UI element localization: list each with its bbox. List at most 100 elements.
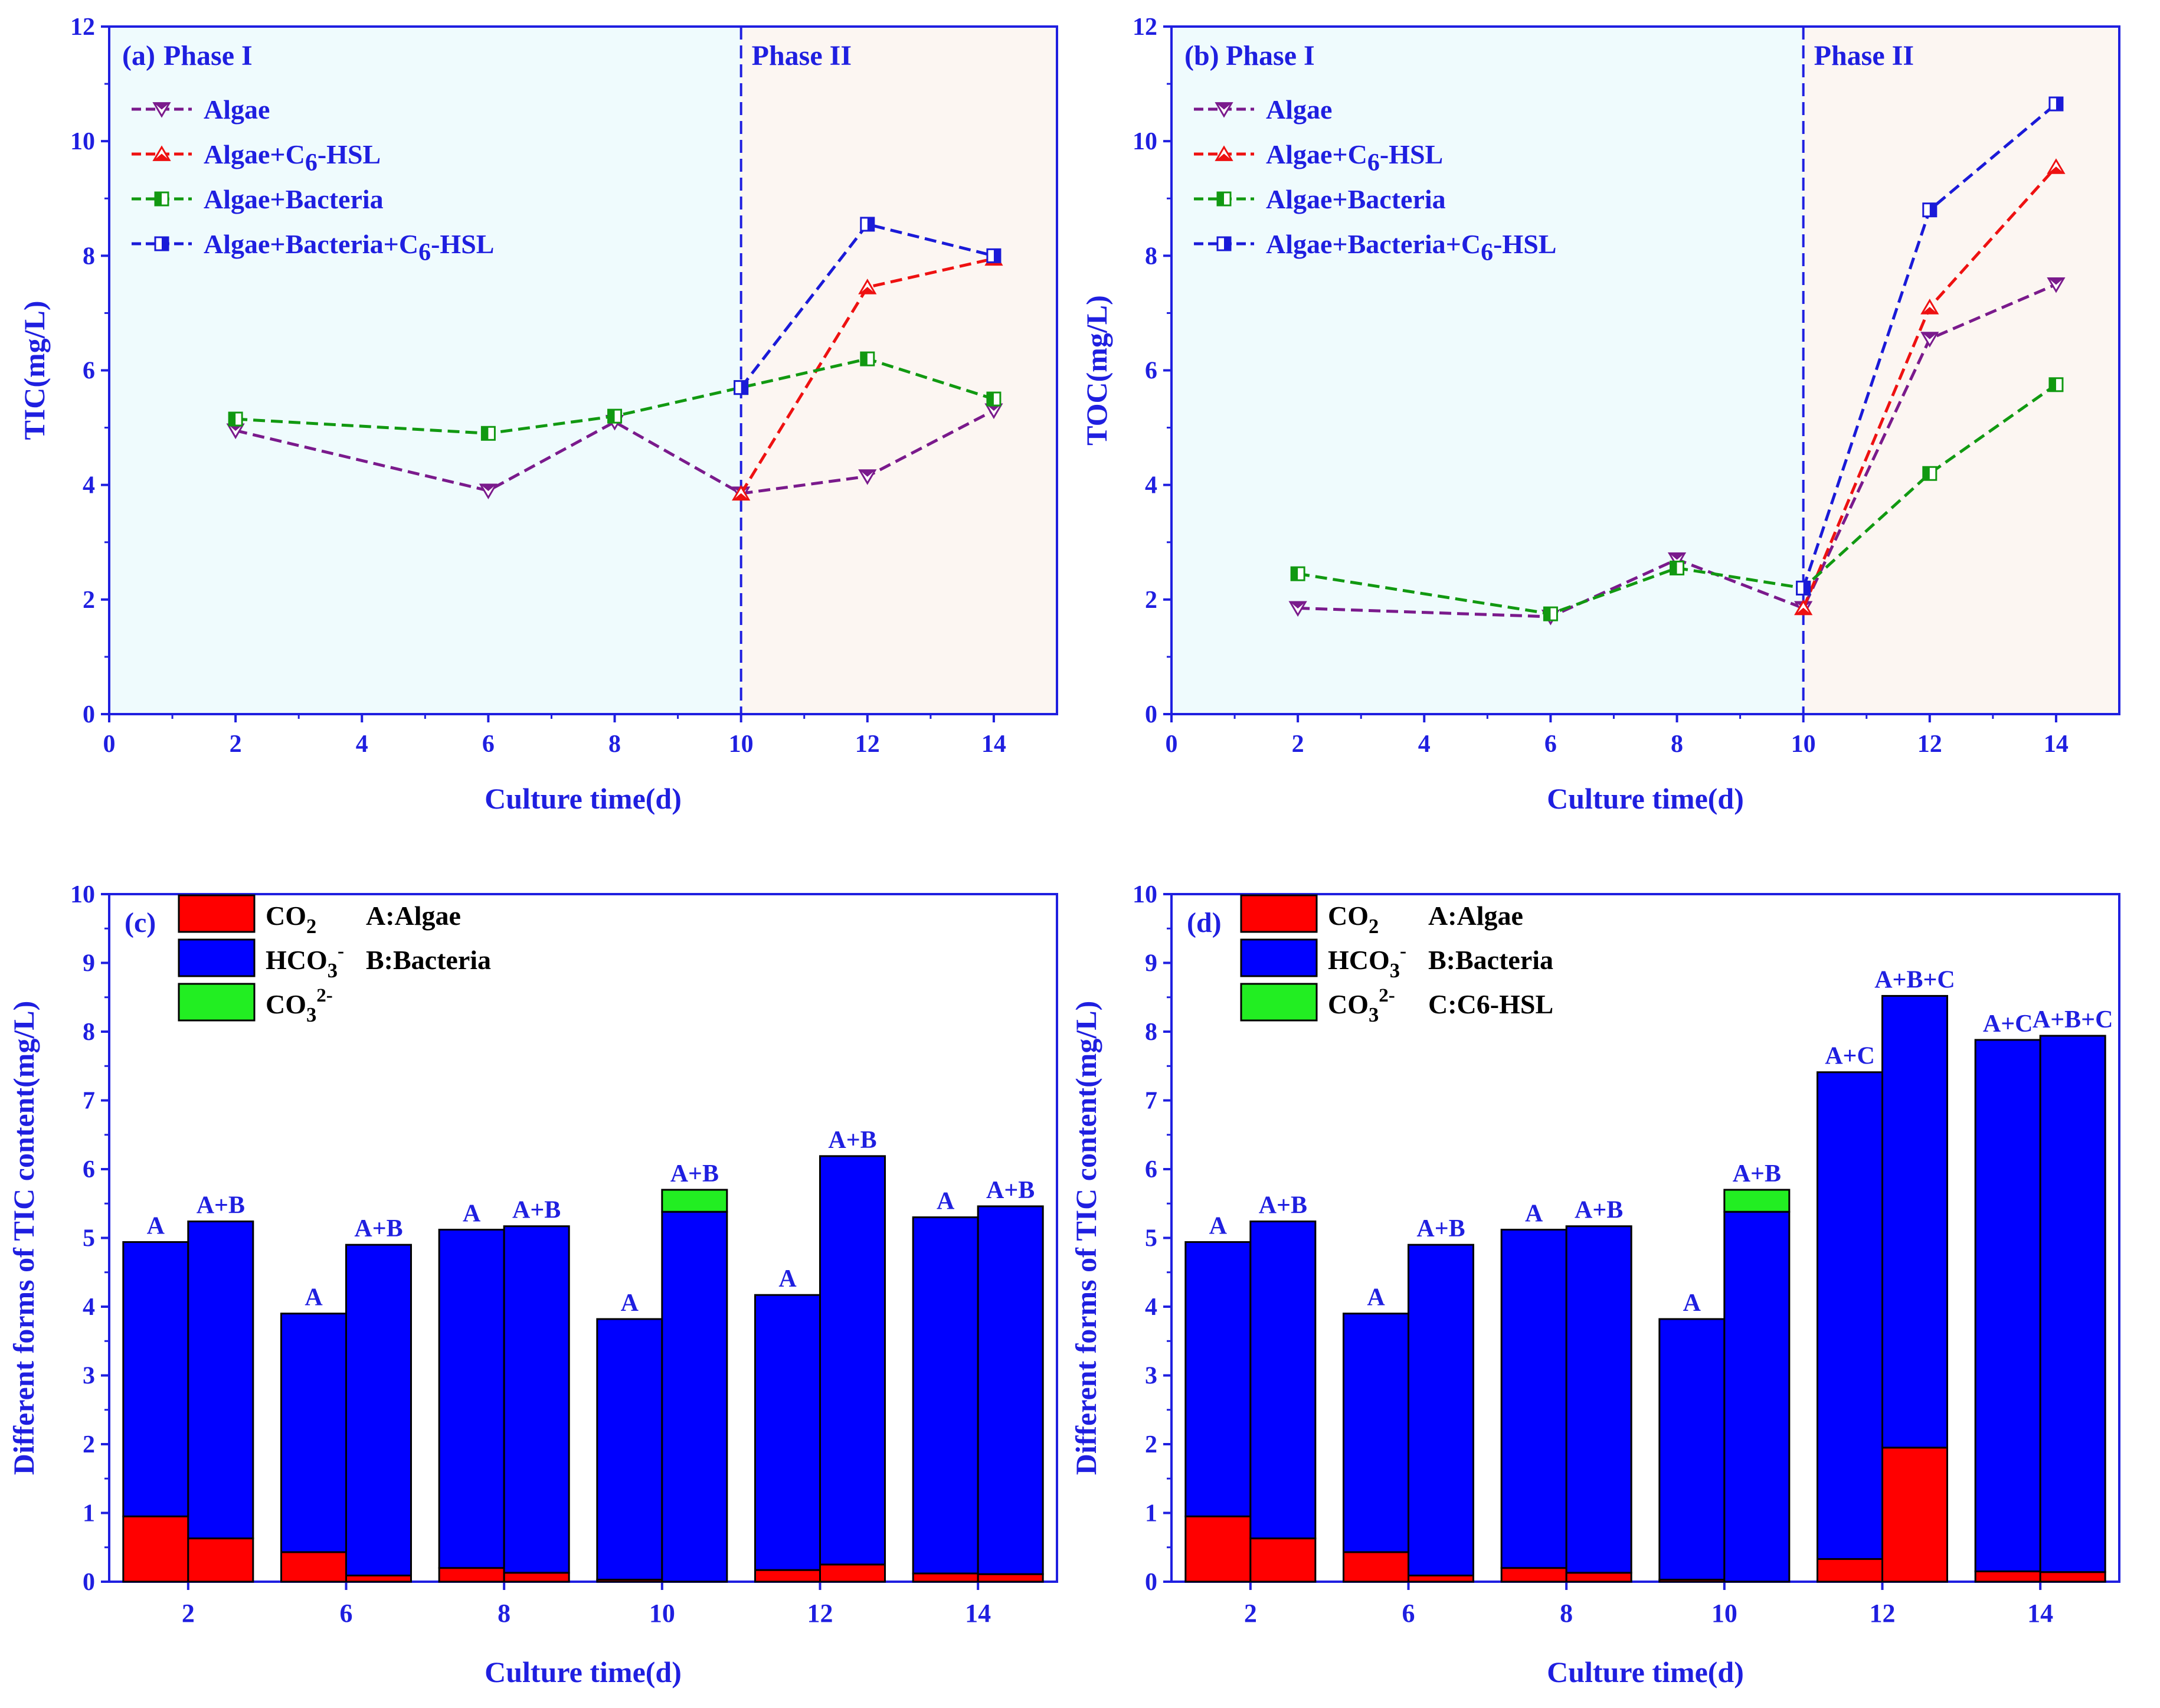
data-point-1-fill [733, 493, 749, 500]
bar-segment-hco3 [122, 1241, 189, 1517]
y-axis-label: Different forms of TIC content(mg/L) [1069, 1001, 1102, 1475]
legend-swatch [178, 894, 256, 933]
bar-segment-co2 [438, 1567, 505, 1583]
bar-segment-co2 [1408, 1575, 1474, 1583]
legend-name: Algae+C [204, 139, 305, 169]
bar-top-label: A [1683, 1290, 1701, 1317]
bar-segment-co2 [1343, 1551, 1409, 1583]
bar-top-label: A [1367, 1284, 1385, 1311]
panel-a-tic-line-chart: 0 2 4 6 8 10 12 0 2 4 6 8 10 12 14 Culture time(d) TIC(m… [18, 14, 1058, 815]
bar-segment-co2 [1565, 1572, 1632, 1583]
phase-1-background [109, 27, 741, 714]
legend-name: Algae+Bacteria+C [204, 229, 418, 259]
y-tick-label: 10 [70, 881, 95, 908]
data-point-1-fill [859, 287, 875, 294]
formula-superscript: 2- [1379, 984, 1395, 1006]
data-point-3-fill [867, 217, 874, 231]
legend-entry-label: Algae+C6-HSL [204, 139, 381, 176]
panel-b-toc-line-chart: 0 2 4 6 8 10 12 0 2 4 6 8 10 12 14 Culture time(d) TOC(m… [1080, 14, 2120, 815]
formula-superscript: - [338, 940, 344, 962]
bar-top-label: A+B [197, 1192, 245, 1219]
y-tick-label: 1 [83, 1500, 95, 1527]
panel-label: (a) [122, 40, 155, 71]
bar-segment-hco3 [503, 1225, 570, 1574]
legend-entry-label: Algae [204, 94, 270, 125]
bar-segment-hco3 [819, 1155, 886, 1566]
bar-top-label: A+B+C [1874, 966, 1955, 993]
legend-subscript: 6 [418, 239, 431, 266]
x-axis-label: Culture time(d) [485, 782, 682, 815]
data-point-1-fill [1795, 607, 1811, 614]
legend-suffix: -HSL [318, 139, 381, 169]
y-tick-label: 4 [83, 472, 95, 499]
phase-1-background [1171, 27, 1804, 714]
x-tick-label: 6 [1402, 1599, 1415, 1628]
legend-entry-label: Algae+Bacteria+C6-HSL [204, 229, 494, 266]
y-tick-label: 5 [83, 1225, 95, 1252]
x-tick-label: 10 [1791, 731, 1816, 758]
bar-top-label: A+C [1825, 1043, 1875, 1070]
data-point-1-fill [1922, 307, 1938, 314]
legend-entry-label: Algae+Bacteria [1266, 184, 1446, 214]
y-tick-label: 6 [1145, 1156, 1157, 1183]
y-tick-label: 2 [1145, 587, 1157, 614]
bar-segment-co2 [503, 1572, 570, 1583]
y-tick-label: 10 [1133, 128, 1157, 155]
data-point-2-fill [987, 392, 994, 406]
bar-segment-co2 [122, 1515, 189, 1583]
panel-label: (d) [1187, 907, 1222, 938]
bar-segment-hco3 [345, 1244, 412, 1577]
bar-segment-co2 [187, 1537, 254, 1583]
legend-swatch [1240, 983, 1318, 1022]
data-point-2-fill [860, 352, 868, 366]
bar-segment-hco3 [912, 1216, 979, 1575]
y-tick-label: 6 [1145, 358, 1157, 385]
bar-segment-co3 [1723, 1189, 1791, 1213]
legend-marker-fill [154, 153, 169, 161]
data-point-2-fill [1923, 467, 1930, 480]
data-point-3-fill [1929, 203, 1936, 217]
bar-segment-co2 [819, 1563, 886, 1583]
legend-swatch [1240, 894, 1318, 933]
bar-segment-hco3 [596, 1318, 663, 1581]
y-tick-label: 4 [1145, 472, 1157, 499]
x-axis-label: Culture time(d) [1547, 782, 1744, 815]
legend-name: Algae+Bacteria [204, 184, 384, 214]
x-tick-label: 6 [1544, 731, 1557, 758]
formula-superscript: - [1400, 940, 1406, 962]
legend-entry-label: CO2 [1328, 901, 1379, 938]
legend-entry-label: HCO3- [1328, 940, 1406, 982]
formula-subscript: 3 [328, 960, 338, 982]
phase-1-label: Phase I [163, 40, 253, 71]
data-point-3-fill [993, 249, 1000, 263]
y-tick-label: 10 [1133, 881, 1157, 908]
legend-entry-label: Algae+Bacteria [204, 184, 384, 214]
bar-segment-hco3 [1565, 1225, 1632, 1574]
x-tick-label: 14 [981, 731, 1006, 758]
y-tick-label: 1 [1145, 1500, 1157, 1527]
bar-segment-hco3 [661, 1210, 728, 1583]
formula-base: CO [1328, 989, 1369, 1019]
phase-2-background [1803, 27, 2119, 714]
panel-label: (c) [125, 907, 156, 938]
bar-segment-co2 [1184, 1515, 1252, 1583]
bar-top-label: A+B [1733, 1160, 1781, 1187]
legend-name: Algae+Bacteria+C [1266, 229, 1481, 259]
y-tick-label: 4 [83, 1294, 95, 1321]
y-tick-label: 6 [83, 358, 95, 385]
legend-marker-fill [1224, 237, 1230, 250]
y-tick-label: 3 [1145, 1363, 1157, 1390]
y-tick-label: 8 [1145, 243, 1157, 270]
legend-entry-label: CO32- [1328, 984, 1395, 1026]
y-tick-label: 0 [83, 1569, 95, 1596]
bar-segment-hco3 [1249, 1221, 1317, 1540]
legend-subscript: 6 [1367, 149, 1380, 176]
bar-segment-co2 [345, 1575, 412, 1583]
formula-base: HCO [266, 945, 328, 975]
bar-segment-hco3 [1343, 1313, 1409, 1553]
legend-name: Algae+C [1266, 139, 1367, 169]
data-point-1-fill [2048, 166, 2064, 174]
y-axis-label: TOC(mg/L) [1080, 295, 1113, 446]
bar-segment-hco3 [187, 1221, 254, 1540]
